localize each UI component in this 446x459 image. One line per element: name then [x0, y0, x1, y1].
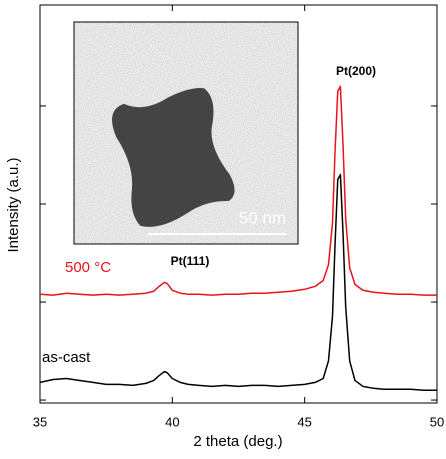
series-label: as-cast: [42, 349, 91, 366]
x-tick-label: 40: [165, 414, 179, 429]
series-line: [39, 173, 437, 392]
peak-label: Pt(111): [171, 254, 210, 268]
nanoparticle: [109, 84, 238, 230]
peak-label: Pt(200): [336, 64, 376, 78]
inset-frame: [73, 21, 299, 245]
x-tick-label: 45: [297, 414, 311, 429]
x-tick-label: 35: [33, 414, 47, 429]
scale-bar-label: 50 nm: [239, 208, 286, 227]
inset-image: 50 nm: [73, 21, 299, 245]
x-tick-label: 50: [430, 414, 444, 429]
x-axis-label: 2 theta (deg.): [193, 433, 282, 450]
y-axis-label: Intensity (a.u.): [5, 157, 22, 252]
series-label: 500 °C: [65, 259, 111, 276]
series-line: [39, 85, 437, 296]
